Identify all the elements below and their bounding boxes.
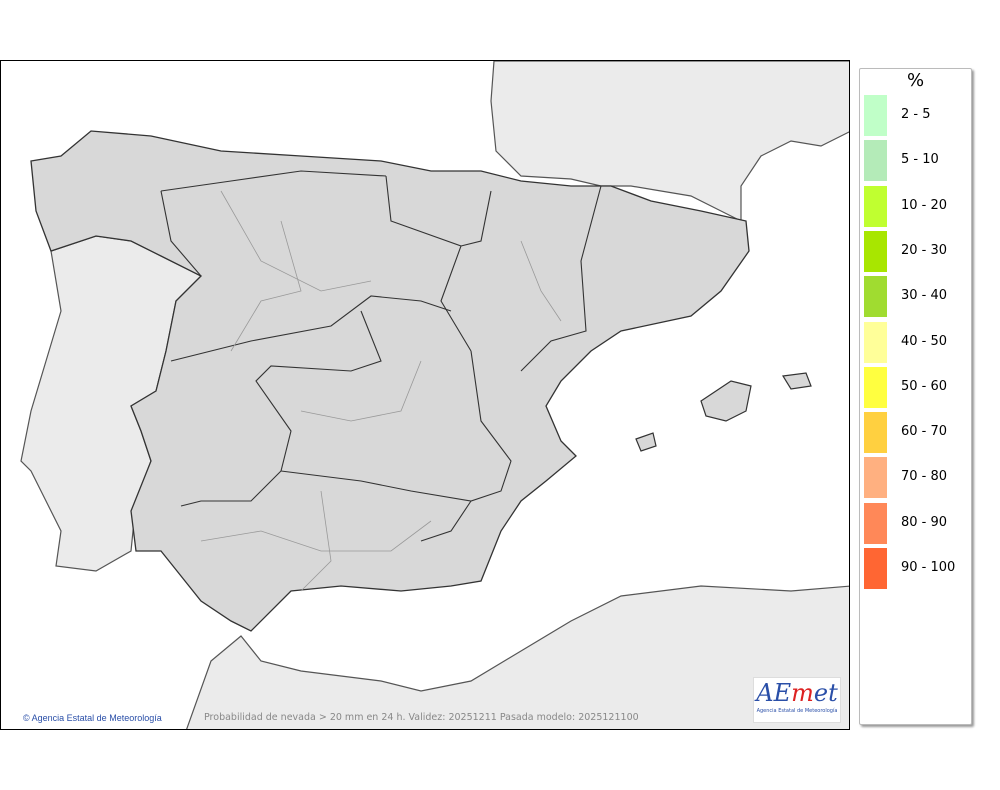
spain-land — [30, 130, 750, 632]
legend-swatch — [864, 457, 887, 499]
legend-label: 5 - 10 — [901, 152, 939, 168]
legend-label: 90 - 100 — [901, 560, 956, 575]
legend-swatch — [864, 140, 887, 182]
province-borders — [200, 190, 562, 592]
legend-title: % — [906, 70, 925, 91]
map-canvas — [20, 61, 849, 729]
map-caption: Probabilidad de nevada > 20 mm en 24 h. … — [204, 712, 639, 723]
legend-item: 80 - 90 — [864, 502, 974, 545]
legend-swatch — [864, 366, 887, 408]
legend-label: 20 - 30 — [901, 242, 948, 258]
balearic-menorca — [782, 372, 812, 390]
legend-swatch — [864, 95, 887, 136]
legend-item: 50 - 60 — [864, 366, 974, 409]
legend-item: 2 - 5 — [864, 95, 974, 137]
balearic-ibiza — [635, 432, 657, 452]
legend-item: 30 - 40 — [864, 276, 974, 318]
legend-label: 40 - 50 — [901, 333, 948, 349]
legend: % 2 - 5 5 - 10 10 - 20 20 - 30 30 - 40 40 - 5… — [859, 68, 972, 725]
legend-label: 10 - 20 — [901, 197, 948, 213]
legend-item: 90 - 100 — [864, 548, 974, 590]
legend-label: 60 - 70 — [901, 424, 948, 440]
legend-label: 2 - 5 — [901, 107, 931, 122]
legend-item: 10 - 20 — [864, 185, 974, 228]
legend-label: 80 - 90 — [901, 514, 948, 530]
map-panel: © Agencia Estatal de Meteorología Probab… — [0, 60, 850, 730]
credit-text: Agencia Estatal de Meteorología — [31, 713, 162, 723]
copyright-credit: © Agencia Estatal de Meteorología — [23, 713, 162, 723]
logo-subtitle: Agencia Estatal de Meteorología — [756, 708, 838, 714]
france-land — [490, 61, 849, 222]
aemet-logo: AEmet Agencia Estatal de Meteorología — [753, 677, 841, 723]
region-borders — [160, 170, 602, 542]
balearic-mallorca — [700, 380, 752, 422]
legend-item: 60 - 70 — [864, 412, 974, 454]
legend-item: 40 - 50 — [864, 321, 974, 364]
legend-swatch — [864, 230, 887, 272]
legend-swatch — [864, 502, 887, 544]
legend-item: 5 - 10 — [864, 140, 974, 182]
legend-label: 30 - 40 — [901, 288, 948, 304]
legend-swatch — [864, 412, 887, 454]
legend-item: 70 - 80 — [864, 457, 974, 499]
legend-swatch — [864, 548, 887, 589]
legend-label: 70 - 80 — [901, 469, 948, 485]
legend-swatch — [864, 185, 887, 227]
legend-label: 50 - 60 — [901, 378, 948, 394]
legend-swatch — [864, 321, 887, 363]
legend-swatch — [864, 276, 887, 318]
legend-item: 20 - 30 — [864, 230, 974, 273]
africa-land — [186, 585, 849, 729]
